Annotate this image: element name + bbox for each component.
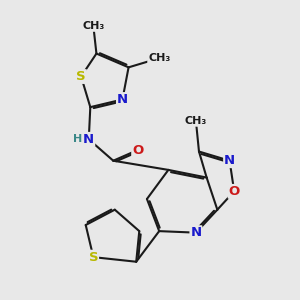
Text: N: N xyxy=(83,133,94,146)
Text: H: H xyxy=(73,134,82,144)
Text: O: O xyxy=(132,143,143,157)
Text: N: N xyxy=(117,93,128,106)
Text: CH₃: CH₃ xyxy=(185,116,207,126)
Text: CH₃: CH₃ xyxy=(82,21,104,31)
Text: N: N xyxy=(224,154,235,167)
Text: CH₃: CH₃ xyxy=(148,53,170,63)
Text: O: O xyxy=(229,185,240,198)
Text: N: N xyxy=(190,226,202,239)
Text: S: S xyxy=(88,250,98,264)
Text: S: S xyxy=(76,70,86,83)
